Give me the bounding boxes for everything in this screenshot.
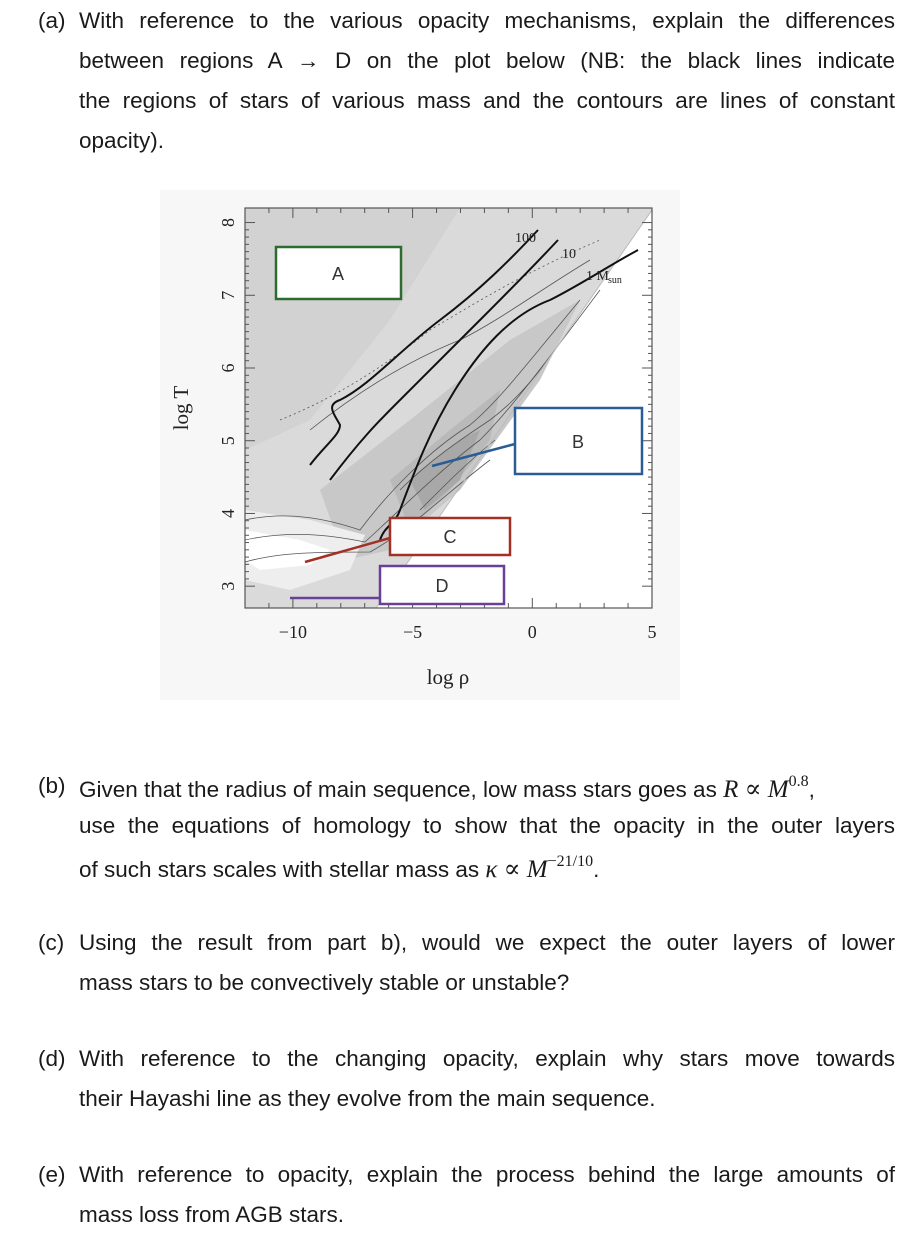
- mass-label-sun-subscript: sun: [608, 275, 622, 286]
- y-tick-label: 6: [218, 364, 238, 373]
- question-d-line-1: With reference to the changing opacity, …: [79, 1046, 895, 1071]
- mass-label-1msun: 1 M: [586, 269, 610, 284]
- region-c-box: [388, 516, 512, 557]
- opacity-mass-exponent: −21/10: [547, 853, 594, 870]
- region-a-box: [274, 245, 403, 301]
- question-a-label: (a): [38, 8, 66, 33]
- y-axis-label: log T: [169, 386, 193, 431]
- y-tick-label: 4: [218, 509, 238, 518]
- y-tick-label: 7: [218, 291, 238, 300]
- opacity-contours: [245, 239, 601, 563]
- track-1: [379, 249, 639, 541]
- question-b-line-3-text: of such stars scales with stellar mass a…: [79, 857, 486, 882]
- question-e-label: (e): [38, 1162, 66, 1187]
- question-a-line-1: With reference to the various opacity me…: [79, 8, 895, 33]
- y-tick-label: 8: [218, 218, 238, 227]
- plot-frame: [244, 207, 653, 609]
- x-tick-label: −10: [279, 622, 307, 642]
- question-c-line-1: Using the result from part b), would we …: [79, 930, 895, 955]
- track-100: [309, 229, 539, 466]
- mass-tracks: [309, 229, 639, 541]
- mass-label-100: 100: [515, 231, 536, 246]
- x-tick-label: −5: [403, 622, 422, 642]
- question-b-line-2: use the equations of homology to show th…: [79, 813, 895, 838]
- question-c-line-2: mass stars to be convectively stable or …: [79, 970, 570, 995]
- question-e-line-1: With reference to opacity, explain the p…: [79, 1162, 895, 1187]
- question-b-line-1-text: Given that the radius of main sequence, …: [79, 777, 724, 802]
- opacity-mass-relation: κ ∝ M: [485, 856, 548, 883]
- question-d-line-2: their Hayashi line as they evolve from t…: [79, 1086, 656, 1111]
- region-b-connector: [431, 442, 516, 468]
- region-b-box: [513, 406, 644, 476]
- region-c-label: C: [444, 527, 457, 547]
- question-b-line-3: of such stars scales with stellar mass a…: [79, 853, 600, 883]
- x-tick-label: 0: [528, 622, 537, 642]
- track-10: [329, 239, 559, 481]
- question-a-line-3: the regions of stars of various mass and…: [79, 88, 895, 113]
- opacity-plot: A B C D 100 10 1 M sun 8 7 6 5 4 3 −10 −5 0 5 lo…: [160, 190, 680, 700]
- region-c-connector: [304, 536, 391, 564]
- region-d-label: D: [436, 576, 449, 596]
- x-axis-label: log ρ: [427, 665, 470, 689]
- question-c-label: (c): [38, 930, 65, 955]
- question-e-line-2: mass loss from AGB stars.: [79, 1202, 345, 1227]
- y-tick-label: 5: [218, 436, 238, 445]
- radius-mass-exponent: 0.8: [788, 773, 809, 790]
- region-b-label: B: [572, 432, 584, 452]
- mass-label-10: 10: [562, 247, 576, 262]
- radius-mass-relation: R ∝ M: [723, 776, 789, 803]
- question-a-line-4: opacity).: [79, 128, 165, 153]
- y-tick-label: 3: [218, 582, 238, 591]
- region-d-box: [378, 564, 506, 606]
- question-a-line-2: between regions A → D on the plot below …: [79, 48, 895, 73]
- question-b-line-1: Given that the radius of main sequence, …: [79, 773, 815, 803]
- question-b-label: (b): [38, 773, 66, 798]
- question-d-label: (d): [38, 1046, 66, 1071]
- region-a-label: A: [332, 264, 344, 284]
- x-tick-label: 5: [648, 622, 657, 642]
